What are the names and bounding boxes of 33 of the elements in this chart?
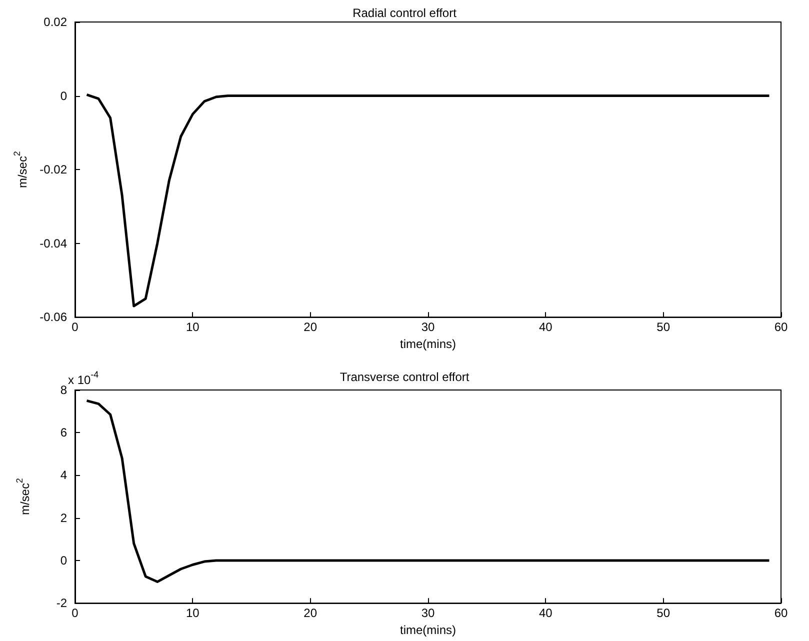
x-axis-title: time(mins) <box>400 337 456 351</box>
y-axis-title: m/sec2 <box>14 478 32 516</box>
x-tick-label: 0 <box>72 320 79 334</box>
x-tick-label: 0 <box>72 606 79 620</box>
x-tick-label: 50 <box>656 606 670 620</box>
x-tick-label: 60 <box>774 606 788 620</box>
line-series <box>86 399 770 584</box>
x-tick-label: 40 <box>538 606 553 620</box>
y-axis-title: m/sec2 <box>12 151 30 188</box>
y-tick-label: 0 <box>60 88 68 103</box>
x-tick-label: 20 <box>304 320 318 334</box>
y-tick-label: 8 <box>60 383 68 397</box>
x-tick-label: 40 <box>538 320 553 334</box>
x-tick-label: 20 <box>304 606 318 620</box>
x-tick-label: 60 <box>774 320 788 334</box>
y-tick-label: -0.02 <box>40 162 68 177</box>
x-tick-label: 30 <box>421 320 435 334</box>
y-tick-label: 4 <box>60 468 68 482</box>
y-tick-label: -2 <box>56 596 68 610</box>
x-axis-title: time(mins) <box>400 623 456 637</box>
chart-title: Radial control effort <box>352 6 458 20</box>
x-tick-label: 50 <box>656 320 670 334</box>
line-series <box>86 93 770 308</box>
y-tick-label: 0 <box>60 553 68 568</box>
chart-title: Transverse control effort <box>340 370 470 384</box>
y-tick-label: 0.02 <box>44 15 68 29</box>
x-tick-label: 10 <box>186 606 200 620</box>
y-tick-label: -0.04 <box>40 236 68 250</box>
y-tick-label: 6 <box>60 426 68 440</box>
x-tick-label: 10 <box>186 320 200 334</box>
y-tick-label: -0.06 <box>40 310 68 324</box>
x-tick-label: 30 <box>421 606 435 620</box>
y-tick-label: 2 <box>60 510 68 525</box>
